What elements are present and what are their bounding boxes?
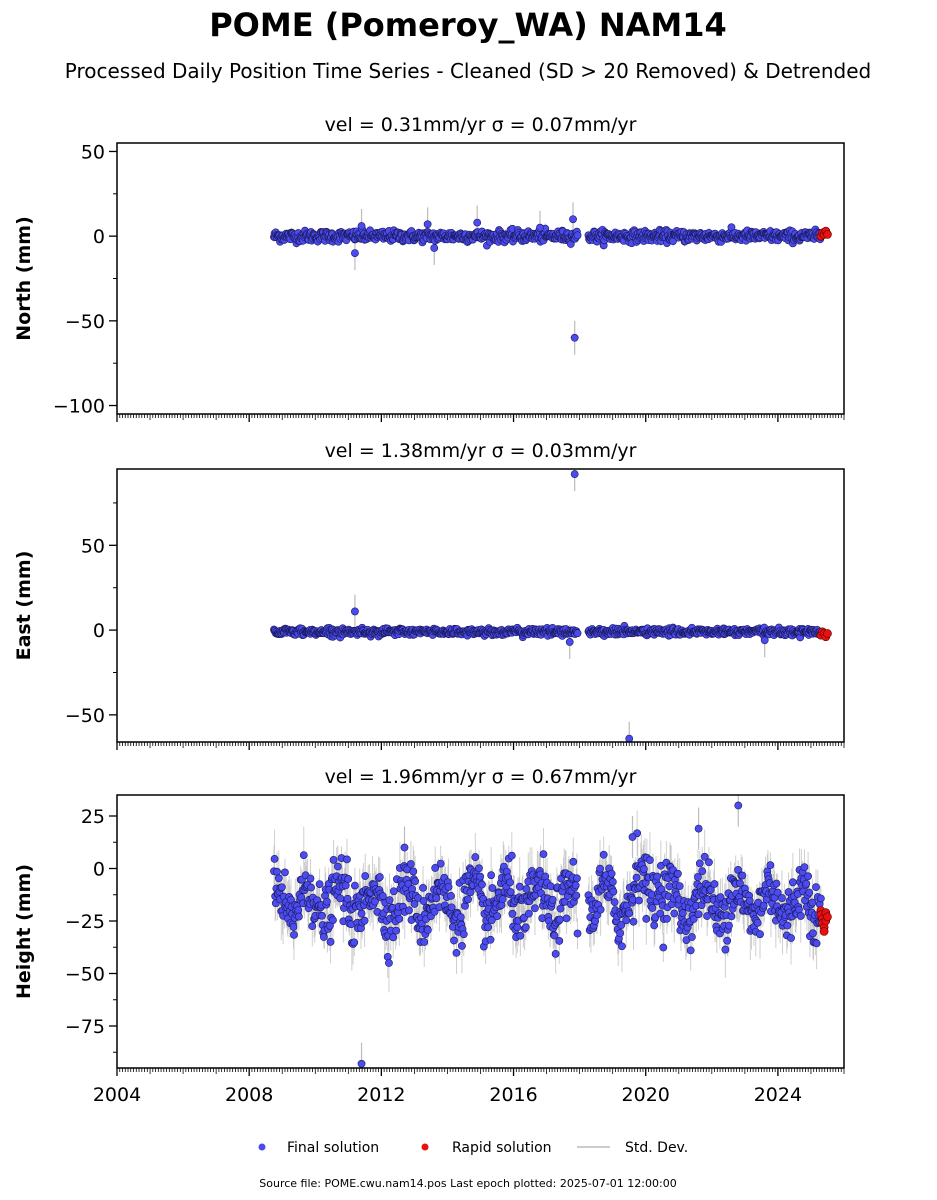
- final-solution-point: [570, 333, 579, 342]
- sigma-label: σ = 0.03mm/yr: [492, 440, 637, 462]
- final-solution-point: [573, 629, 582, 638]
- axes-frame: [116, 142, 845, 415]
- figure-title: POME (Pomeroy_WA) NAM14: [209, 6, 727, 44]
- final-solution-point: [357, 222, 366, 230]
- final-solution-point: [573, 231, 582, 240]
- y-tick-label: −50: [65, 311, 105, 333]
- y-tick-label: 50: [81, 141, 105, 163]
- final-solution-point: [351, 607, 359, 616]
- final-solution-point: [351, 249, 359, 257]
- subplot-2: 50 0 −50 vel = 1.38mm/yr σ = 0.03mm/yr East …: [13, 440, 845, 750]
- final-solution-point: [565, 638, 574, 646]
- rapid-solution-point: [823, 629, 832, 638]
- panel-title: vel = 1.38mm/yr σ = 0.03mm/yr: [325, 440, 637, 462]
- rapid-solution-point: [823, 230, 832, 239]
- subplot-1: 50 0 −50 −100 vel = 0.31mm/yr σ = 0.07mm/yr N…: [13, 114, 845, 422]
- y-axis-label: North (mm): [13, 216, 35, 341]
- y-tick-label: 0: [93, 226, 105, 248]
- subplots: 50 0 −50 −100 vel = 0.31mm/yr σ = 0.07mm/yr N…: [13, 114, 845, 1106]
- y-tick-label: 0: [93, 620, 105, 642]
- panel-title: vel = 0.31mm/yr σ = 0.07mm/yr: [325, 114, 637, 136]
- plot-area-1: [270, 202, 832, 355]
- final-solution-point: [570, 470, 579, 478]
- final-solution-point: [536, 223, 544, 232]
- axes-frame: [116, 468, 845, 743]
- velocity-label: vel = 1.38mm/yr: [325, 440, 492, 462]
- plot-area-3: [270, 795, 832, 1068]
- velocity-label: vel = 0.31mm/yr: [325, 114, 492, 136]
- y-tick-label: −100: [53, 396, 105, 418]
- final-solution-point: [625, 734, 634, 742]
- sigma-label: σ = 0.07mm/yr: [492, 114, 637, 136]
- final-solution-point: [760, 636, 769, 645]
- final-solution-point: [569, 215, 577, 224]
- y-axis-label: East (mm): [13, 551, 35, 661]
- final-solution-point: [430, 244, 439, 252]
- figure-subtitle: Processed Daily Position Time Series - C…: [65, 59, 871, 83]
- y-tick-label: −50: [65, 705, 105, 727]
- final-solution-point: [423, 220, 432, 229]
- y-tick-label: 50: [81, 535, 105, 557]
- plot-area-2: [270, 469, 832, 742]
- final-solution-point: [473, 218, 482, 227]
